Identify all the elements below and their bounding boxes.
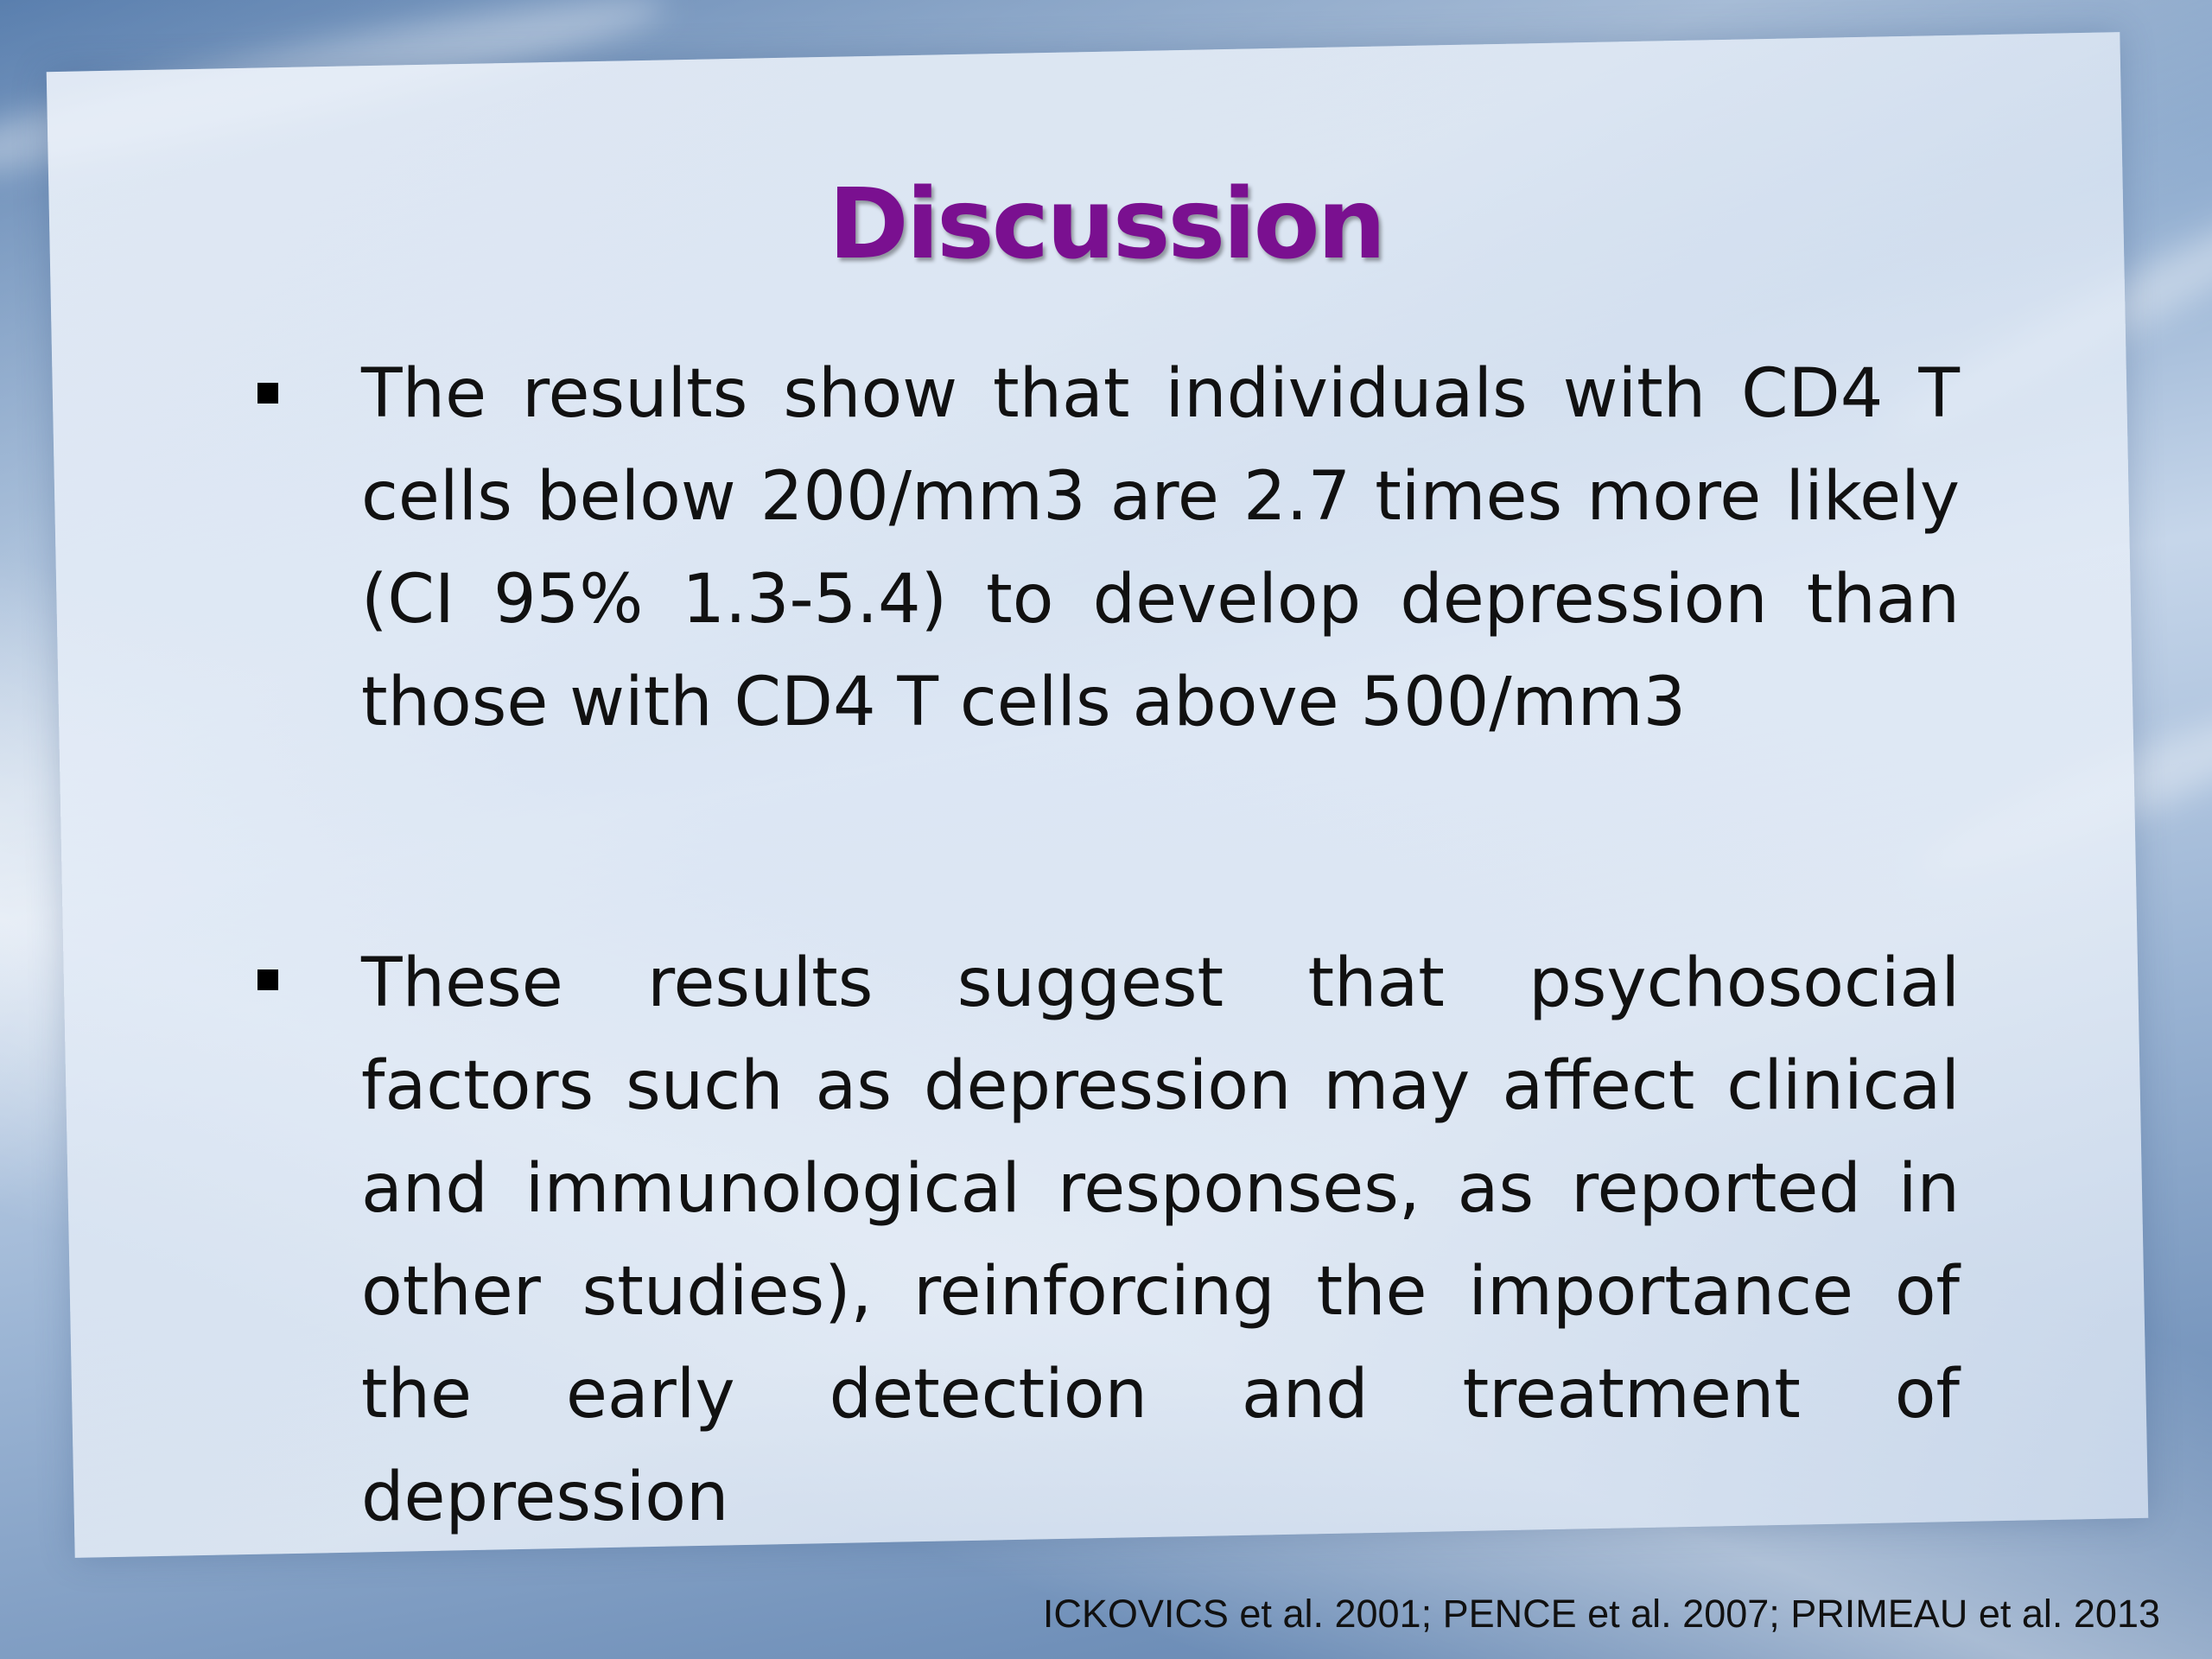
square-bullet-icon: [257, 383, 278, 404]
square-bullet-icon: [257, 969, 278, 990]
bullet-item-results: The results show that individuals with C…: [361, 355, 1960, 741]
slide-title: Discussion: [828, 168, 1387, 281]
citation-footer: ICKOVICS et al. 2001; PENCE et al. 2007;…: [1042, 1592, 2160, 1636]
bullet-item-implications: These results suggest that psychosocial …: [361, 944, 1960, 1536]
